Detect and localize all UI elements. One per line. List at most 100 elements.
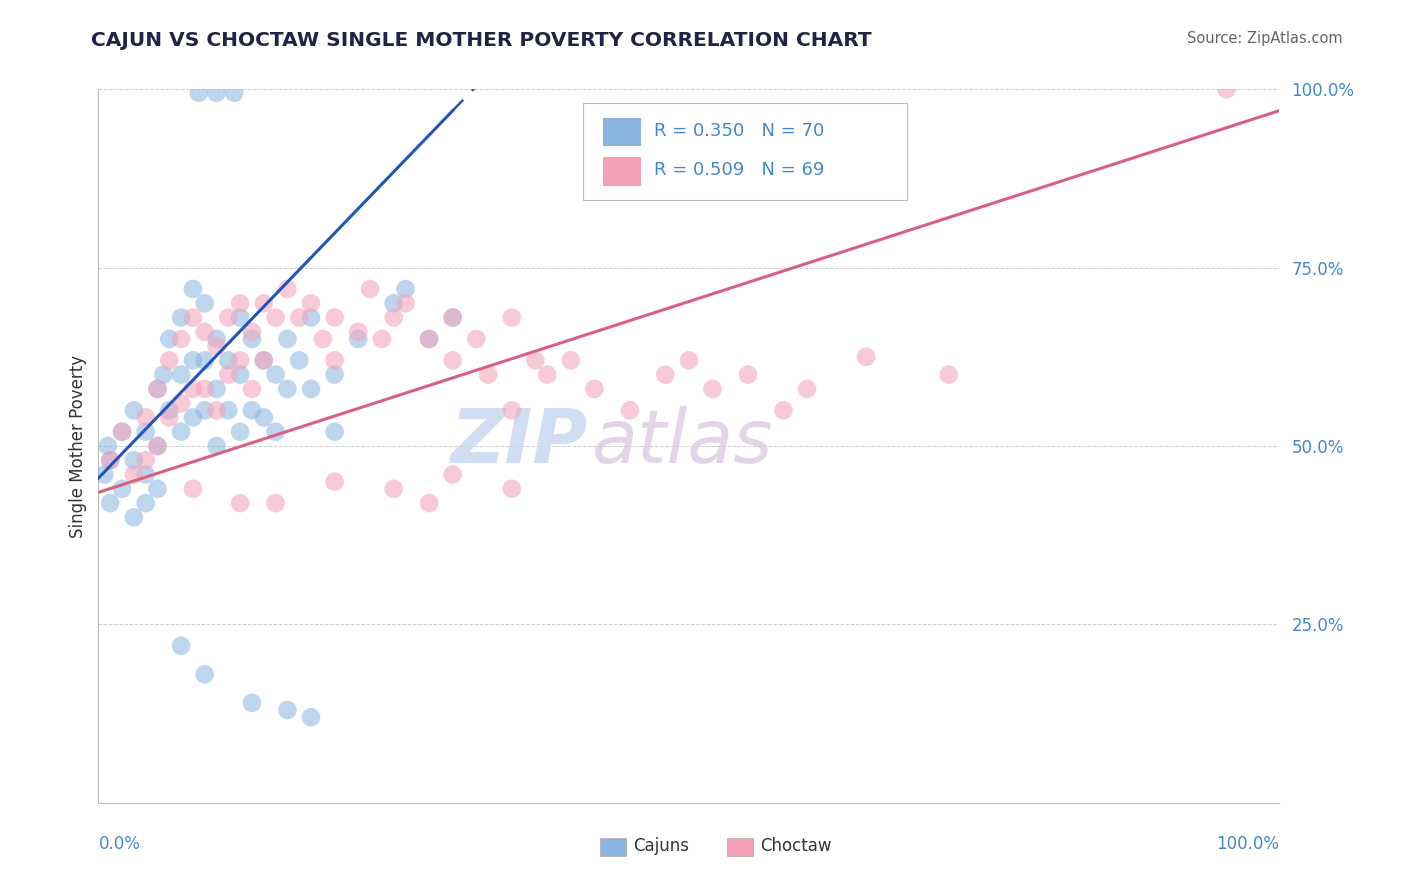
Text: R = 0.350   N = 70: R = 0.350 N = 70 [654,121,824,139]
Y-axis label: Single Mother Poverty: Single Mother Poverty [69,354,87,538]
Point [441,310,464,325]
Point [146,439,169,453]
Point [240,332,263,346]
Point [382,482,405,496]
Point [194,325,217,339]
Point [264,310,287,325]
Point [229,296,252,310]
Point [276,332,298,346]
Point [194,403,217,417]
Text: 100.0%: 100.0% [1216,835,1279,853]
Point [240,696,263,710]
Point [253,296,276,310]
Point [93,467,115,482]
Point [619,403,641,417]
Point [217,310,239,325]
Point [299,382,322,396]
Point [536,368,558,382]
Text: Choctaw: Choctaw [759,837,831,855]
Point [477,368,499,382]
Point [501,482,523,496]
Point [347,325,370,339]
Point [194,296,217,310]
Point [229,353,252,368]
Point [205,86,228,100]
Point [152,368,174,382]
Point [855,350,877,364]
Text: Source: ZipAtlas.com: Source: ZipAtlas.com [1187,31,1343,46]
Point [560,353,582,368]
Point [229,310,252,325]
Point [205,382,228,396]
Point [501,403,523,417]
Point [702,382,724,396]
Point [737,368,759,382]
Point [276,282,298,296]
Point [217,368,239,382]
Point [229,368,252,382]
Point [264,368,287,382]
Point [394,296,416,310]
Point [170,310,193,325]
Point [111,482,134,496]
Point [418,332,440,346]
Point [170,332,193,346]
Point [194,382,217,396]
Point [524,353,547,368]
Point [312,332,335,346]
Point [347,332,370,346]
Point [501,310,523,325]
Point [323,425,346,439]
Point [938,368,960,382]
Point [323,475,346,489]
Point [229,496,252,510]
Point [394,282,416,296]
Point [224,86,246,100]
Point [111,425,134,439]
Point [323,353,346,368]
Point [170,425,193,439]
Text: atlas: atlas [592,407,773,478]
Point [135,496,157,510]
Point [181,382,204,396]
Point [170,396,193,410]
Point [240,382,263,396]
Point [229,425,252,439]
Point [323,368,346,382]
Point [418,496,440,510]
Text: R = 0.509   N = 69: R = 0.509 N = 69 [654,161,824,178]
Point [157,410,180,425]
Point [441,467,464,482]
Text: Cajuns: Cajuns [634,837,689,855]
Point [240,325,263,339]
Point [441,353,464,368]
Point [654,368,676,382]
Point [264,496,287,510]
Bar [603,157,641,186]
Point [382,310,405,325]
Point [382,296,405,310]
Point [772,403,794,417]
Point [157,403,180,417]
Point [157,332,180,346]
Point [441,310,464,325]
Point [135,467,157,482]
Point [170,639,193,653]
Point [465,332,488,346]
Point [146,482,169,496]
Point [97,439,120,453]
Point [205,339,228,353]
Point [288,353,311,368]
Bar [600,838,626,856]
Point [253,410,276,425]
Point [217,403,239,417]
Point [181,410,204,425]
Point [146,439,169,453]
Bar [603,118,641,146]
Point [181,353,204,368]
Point [111,425,134,439]
Text: 0.0%: 0.0% [98,835,141,853]
Point [194,353,217,368]
Point [583,382,606,396]
Point [122,453,145,467]
